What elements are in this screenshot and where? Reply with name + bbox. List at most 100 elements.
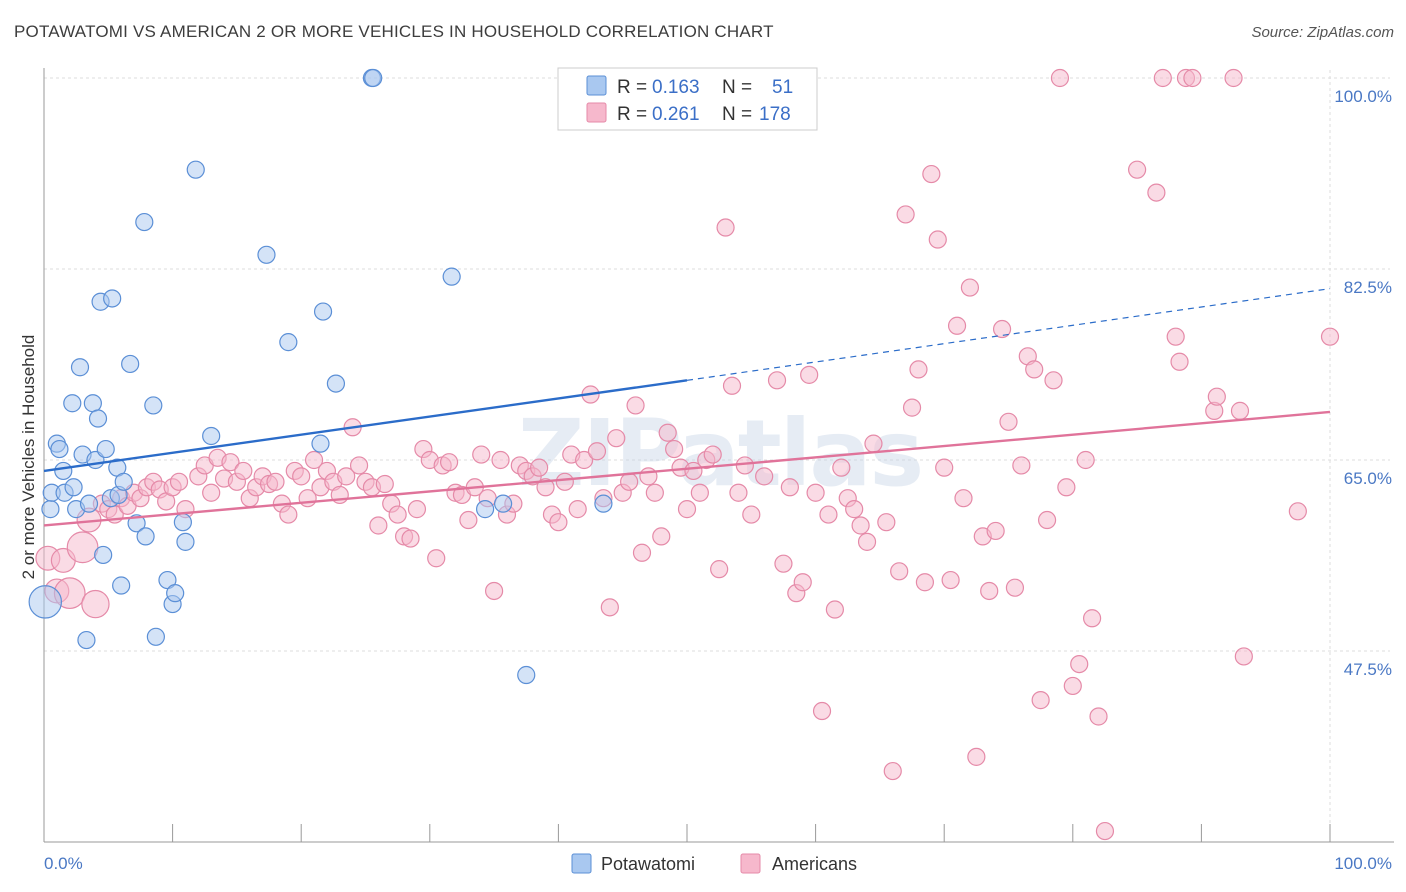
- americans-point-173: [1320, 327, 1340, 346]
- americans-trend-line: [43, 410, 1331, 527]
- americans-point-130: [909, 360, 928, 379]
- americans-point-68: [491, 450, 510, 470]
- americans-point-37: [292, 467, 311, 486]
- americans-point-166: [1183, 68, 1202, 88]
- americans-point-97: [677, 500, 697, 519]
- trend-lines: [43, 288, 1331, 527]
- americans-point-108: [755, 467, 774, 486]
- americans-point-33: [266, 472, 285, 491]
- potawatomi-point-26: [121, 354, 140, 374]
- americans-point-135: [941, 570, 960, 590]
- series-potawatomi: [28, 68, 613, 685]
- americans-point-128: [896, 205, 915, 224]
- y-tick-label-1: 65.0%: [1344, 469, 1392, 488]
- americans-point-55: [407, 500, 427, 519]
- y-axis-label: 2 or more Vehicles in Household: [19, 335, 38, 580]
- americans-point-119: [832, 458, 851, 477]
- americans-point-90: [632, 543, 652, 562]
- americans-point-118: [825, 600, 844, 619]
- potawatomi-point-28: [135, 212, 154, 232]
- potawatomi-point-34: [166, 584, 185, 603]
- x-tick-label-0: 0.0%: [44, 854, 83, 873]
- potawatomi-point-24: [112, 576, 131, 595]
- americans-point-152: [1050, 68, 1070, 88]
- americans-point-4: [66, 531, 99, 564]
- americans-point-160: [1127, 160, 1147, 179]
- americans-point-6: [81, 589, 110, 619]
- americans-point-39: [304, 450, 324, 470]
- legend-n-value-1: 178: [759, 104, 791, 125]
- potawatomi-point-8: [64, 478, 83, 497]
- potawatomi-point-13: [79, 494, 99, 513]
- americans-point-74: [530, 458, 549, 477]
- americans-point-94: [658, 423, 677, 442]
- potawatomi-point-48: [494, 494, 513, 513]
- americans-point-151: [1044, 371, 1063, 390]
- potawatomi-point-31: [146, 627, 165, 646]
- americans-point-54: [401, 529, 420, 548]
- americans-point-142: [986, 521, 1005, 541]
- americans-point-103: [716, 218, 735, 237]
- americans-point-26: [221, 453, 240, 472]
- potawatomi-trend-line: [43, 379, 688, 473]
- americans-point-153: [1057, 478, 1076, 497]
- americans-point-156: [1076, 450, 1095, 470]
- americans-point-129: [902, 398, 922, 417]
- americans-point-159: [1095, 821, 1115, 841]
- potawatomi-point-5: [54, 461, 73, 481]
- potawatomi-point-45: [364, 68, 383, 88]
- legend-r-label-1: R =: [617, 104, 647, 125]
- y-tick-label-2: 82.5%: [1344, 278, 1392, 297]
- americans-point-150: [1037, 510, 1057, 530]
- americans-point-145: [1005, 578, 1025, 597]
- potawatomi-point-30: [144, 396, 163, 415]
- americans-point-86: [607, 429, 626, 448]
- americans-point-133: [928, 230, 947, 249]
- potawatomi-point-49: [517, 665, 536, 685]
- americans-point-110: [774, 554, 793, 573]
- americans-point-28: [234, 461, 253, 481]
- americans-point-125: [877, 513, 896, 532]
- potawatomi-point-19: [96, 439, 115, 459]
- americans-point-67: [485, 581, 504, 601]
- chart-title: POTAWATOMI VS AMERICAN 2 OR MORE VEHICLE…: [14, 22, 774, 41]
- potawatomi-point-42: [313, 302, 333, 321]
- americans-point-169: [1224, 68, 1243, 88]
- americans-point-127: [890, 562, 909, 581]
- americans-point-170: [1230, 401, 1250, 420]
- potawatomi-point-47: [475, 500, 495, 519]
- americans-point-63: [459, 510, 478, 530]
- potawatomi-point-7: [63, 394, 82, 413]
- americans-point-65: [472, 445, 491, 464]
- x-tick-label-1: 100.0%: [1334, 854, 1392, 873]
- americans-point-141: [980, 581, 999, 601]
- americans-point-78: [555, 472, 574, 491]
- americans-point-137: [954, 489, 973, 508]
- potawatomi-point-18: [94, 545, 113, 565]
- americans-point-95: [665, 439, 684, 459]
- americans-point-124: [864, 434, 883, 453]
- americans-point-75: [536, 478, 555, 497]
- potawatomi-point-21: [103, 289, 122, 308]
- americans-point-102: [710, 560, 729, 579]
- potawatomi-point-4: [50, 439, 69, 459]
- americans-point-162: [1153, 68, 1172, 88]
- americans-point-49: [369, 516, 388, 535]
- americans-point-77: [549, 513, 568, 532]
- americans-point-115: [806, 483, 825, 502]
- legend-swatch-americans: [586, 102, 607, 123]
- americans-point-50: [375, 474, 394, 494]
- potawatomi-point-29: [136, 527, 155, 546]
- americans-point-92: [645, 483, 664, 502]
- americans-point-111: [780, 478, 799, 497]
- americans-point-144: [999, 412, 1018, 431]
- potawatomi-point-16: [88, 409, 108, 428]
- potawatomi-point-37: [186, 160, 205, 179]
- americans-point-23: [202, 483, 221, 502]
- potawatomi-point-0: [28, 585, 63, 619]
- americans-point-81: [575, 450, 594, 470]
- americans-point-122: [851, 516, 870, 535]
- americans-point-168: [1207, 387, 1226, 406]
- americans-point-131: [915, 573, 935, 592]
- americans-point-107: [742, 505, 761, 524]
